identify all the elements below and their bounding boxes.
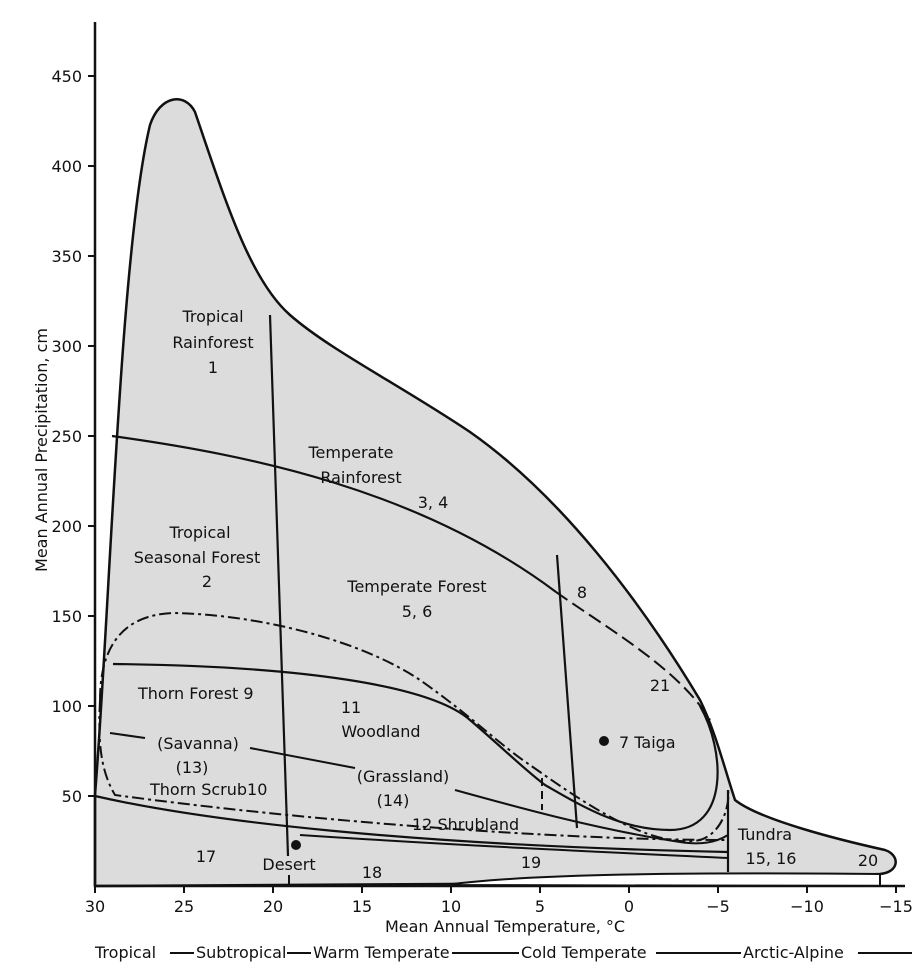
label-thorn-forest: Thorn Forest 9: [137, 684, 254, 703]
zone-warm-temperate: Warm Temperate: [313, 943, 450, 962]
boundary-desert-upper: [94, 794, 729, 854]
boundary-tropical-subtropical: [268, 314, 290, 857]
label-18: 18: [362, 863, 382, 882]
label-tundra-1: Tundra: [737, 825, 792, 844]
label-tropical-rainforest-3: 1: [208, 358, 218, 377]
label-tropical-rainforest-1: Tropical: [181, 307, 243, 326]
desert-dot: [291, 840, 301, 850]
y-tick-label: 250: [51, 427, 82, 446]
boundary-rainforest: [111, 434, 557, 593]
x-tick-label: −10: [790, 897, 824, 916]
zone-subtropical: Subtropical: [196, 943, 286, 962]
x-tick-label: 0: [624, 897, 634, 916]
y-ticks: [88, 75, 95, 797]
label-thorn-scrub: Thorn Scrub10: [149, 780, 267, 799]
label-temperate-rainforest-2: Rainforest: [320, 468, 401, 487]
label-tropical-seasonal-3: 2: [202, 572, 212, 591]
x-tick-label: 20: [263, 897, 283, 916]
x-axis-title: Mean Annual Temperature, °C: [385, 917, 625, 936]
x-ticks: [94, 886, 897, 893]
label-20: 20: [858, 851, 878, 870]
x-tick-label: 10: [441, 897, 461, 916]
boundary-21-dashed: [555, 591, 711, 721]
x-tick-label: 25: [174, 897, 194, 916]
zone-bar: Tropical Subtropical Warm Temperate Cold…: [94, 943, 912, 962]
y-tick-label: 150: [51, 607, 82, 626]
x-tick-label: 15: [352, 897, 372, 916]
label-temperate-rainforest-1: Temperate: [308, 443, 394, 462]
x-tick-label: −15: [879, 897, 913, 916]
label-grassland-1: (Grassland): [357, 767, 449, 786]
zone-arctic-alpine: Arctic-Alpine: [743, 943, 844, 962]
label-21: 21: [650, 676, 670, 695]
label-tropical-seasonal-1: Tropical: [168, 523, 230, 542]
boundary-dashdot: [99, 611, 730, 843]
label-taiga: 7 Taiga: [619, 733, 676, 752]
x-tick-label: 5: [535, 897, 545, 916]
label-8: 8: [577, 583, 587, 602]
taiga-dot: [599, 736, 609, 746]
y-tick-label: 50: [62, 787, 82, 806]
biome-envelope: [93, 98, 897, 888]
x-tick-label: 30: [85, 897, 105, 916]
label-savanna-1: (Savanna): [157, 734, 239, 753]
label-grassland-2: (14): [377, 791, 410, 810]
y-axis-title: Mean Annual Precipitation, cm: [32, 328, 51, 572]
label-tundra-2: 15, 16: [746, 849, 797, 868]
boundary-cold-temperate: [555, 554, 579, 829]
y-tick-label: 300: [51, 337, 82, 356]
boundary-savanna: [109, 732, 729, 845]
label-desert: Desert: [262, 855, 315, 874]
label-temperate-forest-2: 5, 6: [402, 602, 433, 621]
label-temperate-rainforest-3: 3, 4: [418, 493, 449, 512]
zone-tropical: Tropical: [94, 943, 156, 962]
y-tick-label: 100: [51, 697, 82, 716]
x-tick-label: −5: [706, 897, 730, 916]
boundary-thorn-forest: [112, 662, 719, 832]
bottom-notch: [444, 872, 881, 888]
label-shrubland: 12 Shrubland: [412, 815, 519, 834]
label-17: 17: [196, 847, 216, 866]
boundary-desert-lower: [299, 834, 729, 859]
y-tick-labels: 50 100 150 200 250 300 350 400 450: [51, 67, 82, 806]
region-labels: Tropical Rainforest 1 Temperate Rainfore…: [134, 307, 878, 882]
zone-cold-temperate: Cold Temperate: [521, 943, 647, 962]
y-tick-label: 450: [51, 67, 82, 86]
label-tropical-rainforest-2: Rainforest: [172, 333, 253, 352]
label-woodland-1: 11: [341, 698, 361, 717]
y-tick-label: 200: [51, 517, 82, 536]
label-savanna-2: (13): [176, 758, 209, 777]
label-woodland-2: Woodland: [341, 722, 420, 741]
boundary-dashdot-lower: [98, 699, 729, 841]
label-temperate-forest-1: Temperate Forest: [346, 577, 486, 596]
y-tick-label: 400: [51, 157, 82, 176]
label-19: 19: [521, 853, 541, 872]
label-tropical-seasonal-2: Seasonal Forest: [134, 548, 261, 567]
y-tick-label: 350: [51, 247, 82, 266]
x-tick-labels: 30 25 20 15 10 5 0 −5 −10 −15: [85, 897, 913, 916]
